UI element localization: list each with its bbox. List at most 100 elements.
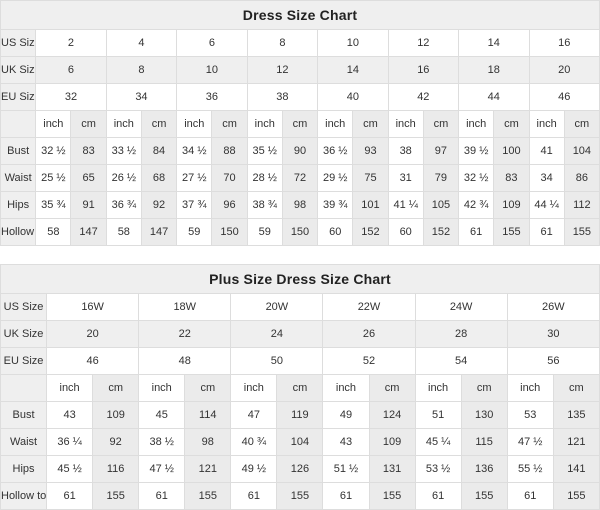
measurement-cell-inch: 39 ½ — [458, 137, 495, 165]
size-value-cell: 10 — [317, 29, 389, 57]
size-value-cell: 26W — [506, 293, 600, 321]
row-label-hips: Hips — [0, 191, 37, 219]
size-value-cell: 24W — [414, 293, 508, 321]
measurement-cell-cm: 100 — [493, 137, 530, 165]
measurement-cell-cm: 104 — [563, 137, 600, 165]
measurement-cell-cm: 92 — [92, 428, 140, 456]
measurement-cell-inch: 60 — [387, 218, 424, 246]
unit-header-inch: inch — [230, 374, 278, 402]
size-value-cell: 44 — [458, 83, 530, 111]
measurement-cell-cm: 65 — [70, 164, 107, 192]
measurement-cell-cm: 97 — [422, 137, 460, 165]
measurement-cell-inch: 53 — [506, 401, 554, 429]
measurement-cell-inch: 39 ¾ — [317, 191, 354, 219]
measurement-row: Hips 45 ½ 116 47 ½ 121 49 ½ 126 51 ½ 131 53 ½ 136 5… — [0, 455, 600, 483]
measurement-cell-cm: 72 — [281, 164, 319, 192]
measurement-cell-inch: 47 — [230, 401, 278, 429]
measurement-cell-cm: 92 — [140, 191, 178, 219]
measurement-cell-inch: 55 ½ — [506, 455, 554, 483]
measurement-cell-inch: 41 — [528, 137, 565, 165]
size-value-cell: 14 — [317, 56, 389, 84]
chart-title: Plus Size Dress Size Chart — [0, 264, 600, 294]
measurement-cell-inch: 53 ½ — [414, 455, 462, 483]
size-value-cell: 46 — [528, 83, 600, 111]
measurement-cell-inch: 45 — [138, 401, 186, 429]
row-label-us-size: US Size — [0, 29, 37, 57]
measurement-cell-inch: 58 — [35, 218, 72, 246]
measurement-cell-cm: 98 — [184, 428, 232, 456]
size-value-cell: 4 — [105, 29, 178, 57]
measurement-cell-inch: 40 ¾ — [230, 428, 278, 456]
unit-header-row: inch cm inch cm inch cm inch cm inch cm inch cm — [0, 374, 600, 402]
unit-header-cm: cm — [422, 110, 460, 138]
size-value-cell: 20 — [46, 320, 140, 348]
size-value-cell: 18 — [458, 56, 530, 84]
unit-header-cm: cm — [184, 374, 232, 402]
measurement-cell-cm: 79 — [422, 164, 460, 192]
size-value-cell: 20W — [230, 293, 324, 321]
measurement-cell-inch: 32 ½ — [35, 137, 72, 165]
measurement-cell-inch: 38 — [387, 137, 424, 165]
measurement-cell-cm: 136 — [460, 455, 508, 483]
unit-header-inch: inch — [458, 110, 495, 138]
measurement-cell-inch: 38 ¾ — [246, 191, 283, 219]
size-value-cell: 8 — [246, 29, 319, 57]
measurement-cell-inch: 43 — [46, 401, 94, 429]
size-row: EU Size3234363840424446 — [0, 83, 600, 111]
measurement-cell-cm: 155 — [276, 482, 324, 510]
measurement-cell-cm: 147 — [140, 218, 178, 246]
row-label-bust: Bust — [0, 401, 48, 429]
size-value-cell: 38 — [246, 83, 319, 111]
size-value-cell: 10 — [176, 56, 248, 84]
size-value-cell: 20 — [528, 56, 600, 84]
measurement-cell-inch: 49 ½ — [230, 455, 278, 483]
measurement-cell-cm: 115 — [460, 428, 508, 456]
unit-header-inch: inch — [105, 110, 142, 138]
measurement-cell-inch: 45 ¼ — [414, 428, 462, 456]
size-value-cell: 16 — [528, 29, 600, 57]
measurement-cell-cm: 147 — [70, 218, 107, 246]
measurement-cell-cm: 155 — [563, 218, 600, 246]
row-label-hips: Hips — [0, 455, 48, 483]
unit-header-cm: cm — [140, 110, 178, 138]
unit-header-cm: cm — [211, 110, 248, 138]
unit-header-cm: cm — [460, 374, 508, 402]
measurement-cell-inch: 34 — [528, 164, 565, 192]
measurement-cell-inch: 44 ¼ — [528, 191, 565, 219]
measurement-cell-inch: 61 — [506, 482, 554, 510]
size-value-cell: 22 — [138, 320, 232, 348]
size-value-cell: 56 — [506, 347, 600, 375]
measurement-cell-cm: 104 — [276, 428, 324, 456]
measurement-cell-cm: 131 — [368, 455, 416, 483]
measurement-cell-cm: 68 — [140, 164, 178, 192]
measurement-cell-inch: 26 ½ — [105, 164, 142, 192]
size-value-cell: 18W — [138, 293, 232, 321]
measurement-cell-cm: 150 — [211, 218, 248, 246]
measurement-cell-cm: 83 — [70, 137, 107, 165]
measurement-cell-cm: 155 — [460, 482, 508, 510]
row-label-uk-size: UK Size — [0, 320, 48, 348]
unit-header-cm: cm — [276, 374, 324, 402]
measurement-cell-cm: 155 — [493, 218, 530, 246]
size-value-cell: 16W — [46, 293, 140, 321]
unit-header-inch: inch — [322, 374, 370, 402]
measurement-cell-inch: 33 ½ — [105, 137, 142, 165]
measurement-cell-inch: 35 ¾ — [35, 191, 72, 219]
measurement-cell-cm: 155 — [552, 482, 600, 510]
size-row: EU Size 46 48 50 52 54 56 — [0, 347, 600, 375]
unit-header-cm: cm — [493, 110, 530, 138]
size-value-cell: 40 — [317, 83, 389, 111]
size-row: US Size246810121416 — [0, 29, 600, 57]
size-row: UK Size 20 22 24 26 28 30 — [0, 320, 600, 348]
measurement-cell-cm: 126 — [276, 455, 324, 483]
measurement-cell-cm: 84 — [140, 137, 178, 165]
unit-header-inch: inch — [528, 110, 565, 138]
measurement-cell-cm: 70 — [211, 164, 248, 192]
size-value-cell: 32 — [35, 83, 107, 111]
measurement-row: Waist 36 ¼ 92 38 ½ 98 40 ¾ 104 43 109 45 ¼ 115 47 ½… — [0, 428, 600, 456]
size-row: UK Size68101214161820 — [0, 56, 600, 84]
measurement-cell-cm: 155 — [92, 482, 140, 510]
measurement-cell-cm: 112 — [563, 191, 600, 219]
